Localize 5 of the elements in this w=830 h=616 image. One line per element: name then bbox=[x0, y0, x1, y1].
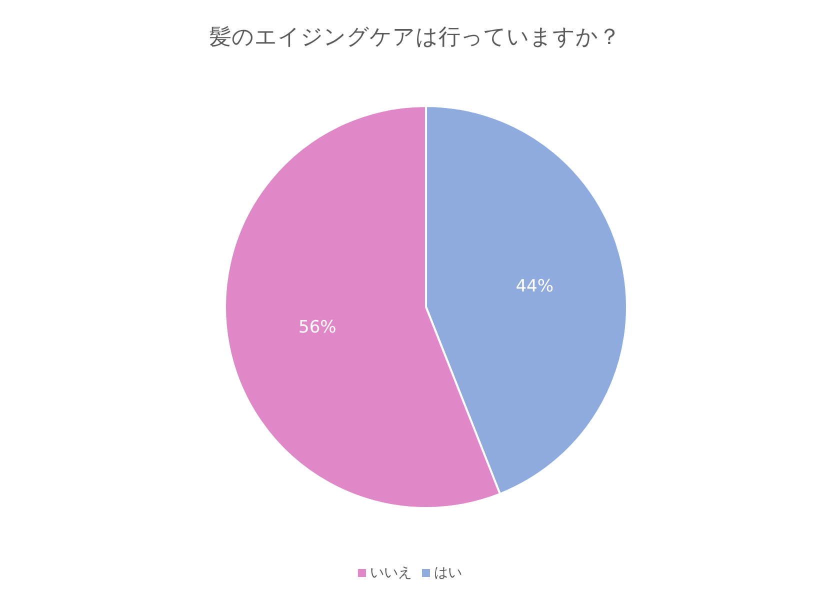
data-label: 44% bbox=[516, 276, 554, 296]
legend-label: はい bbox=[434, 565, 462, 581]
legend-label: いいえ bbox=[370, 565, 412, 581]
data-label: 56% bbox=[298, 318, 336, 338]
chart-title: 髪のエイジングケアは行っていますか？ bbox=[208, 24, 622, 52]
